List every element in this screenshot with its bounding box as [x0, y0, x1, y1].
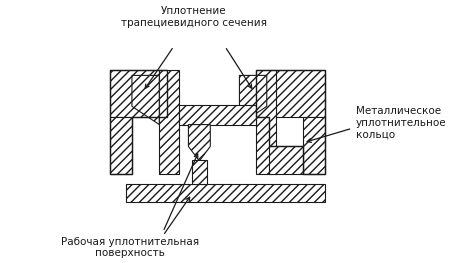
Text: Рабочая уплотнительная
поверхность: Рабочая уплотнительная поверхность: [61, 237, 199, 259]
Bar: [110, 117, 132, 174]
Bar: [159, 70, 179, 174]
Polygon shape: [239, 75, 267, 125]
Bar: [256, 70, 276, 174]
Polygon shape: [189, 125, 210, 161]
Bar: [192, 160, 207, 184]
Bar: [110, 70, 166, 117]
Bar: [269, 146, 303, 174]
Bar: [179, 104, 256, 125]
Bar: [303, 117, 325, 174]
Polygon shape: [132, 75, 159, 125]
Bar: [127, 184, 325, 202]
Bar: [269, 70, 325, 117]
Text: Металлическое
уплотнительное
кольцо: Металлическое уплотнительное кольцо: [356, 106, 447, 139]
Text: Уплотнение
трапециевидного сечения: Уплотнение трапециевидного сечения: [121, 6, 267, 28]
